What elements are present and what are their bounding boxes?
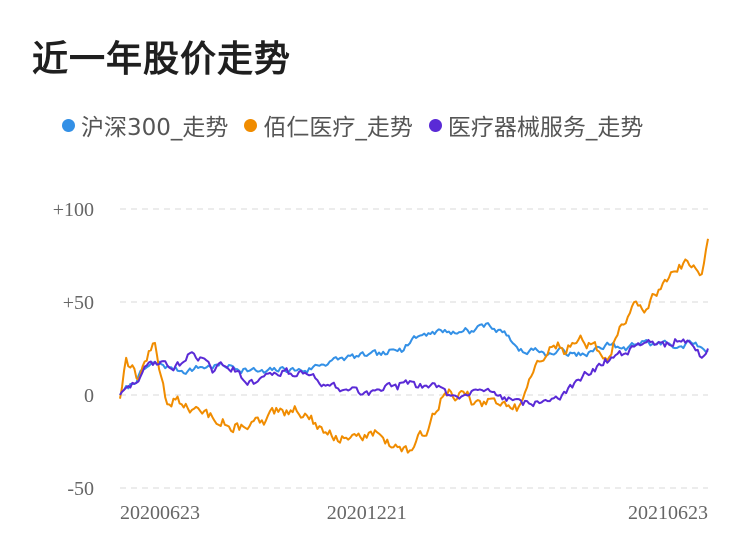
legend-label-medical-device: 医疗器械服务_走势 xyxy=(447,115,644,141)
x-tick-label: 20200623 xyxy=(120,502,200,524)
series-lines xyxy=(119,238,709,454)
grid-lines xyxy=(120,208,708,489)
y-tick-label: -50 xyxy=(67,478,94,500)
legend-marker-bairen xyxy=(244,118,258,132)
x-axis-ticks: 20200623 20201221 20210623 xyxy=(120,502,708,524)
series-line-1 xyxy=(119,238,709,454)
y-tick-label: 0 xyxy=(84,385,94,407)
legend-item-hs300[interactable]: 沪深300_走势 xyxy=(62,108,228,142)
legend-label-bairen: 佰仁医疗_走势 xyxy=(263,115,413,141)
y-axis-ticks: +100 +50 0 -50 xyxy=(53,199,94,500)
page-title: 近一年股价走势 xyxy=(32,39,292,80)
x-tick-label: 20201221 xyxy=(327,502,407,524)
legend-item-medical-device[interactable]: 医疗器械服务_走势 xyxy=(428,108,644,142)
legend-marker-medical-device xyxy=(428,118,442,132)
series-line-2 xyxy=(119,338,709,408)
x-tick-label: 20210623 xyxy=(628,502,708,524)
legend-item-bairen[interactable]: 佰仁医疗_走势 xyxy=(244,108,413,142)
legend-label-hs300: 沪深300_走势 xyxy=(81,115,229,141)
chart-legend: 沪深300_走势 佰仁医疗_走势 医疗器械服务_走势 xyxy=(62,108,643,142)
y-tick-label: +100 xyxy=(53,199,94,221)
legend-marker-hs300 xyxy=(62,118,75,132)
y-tick-label: +50 xyxy=(63,292,94,314)
